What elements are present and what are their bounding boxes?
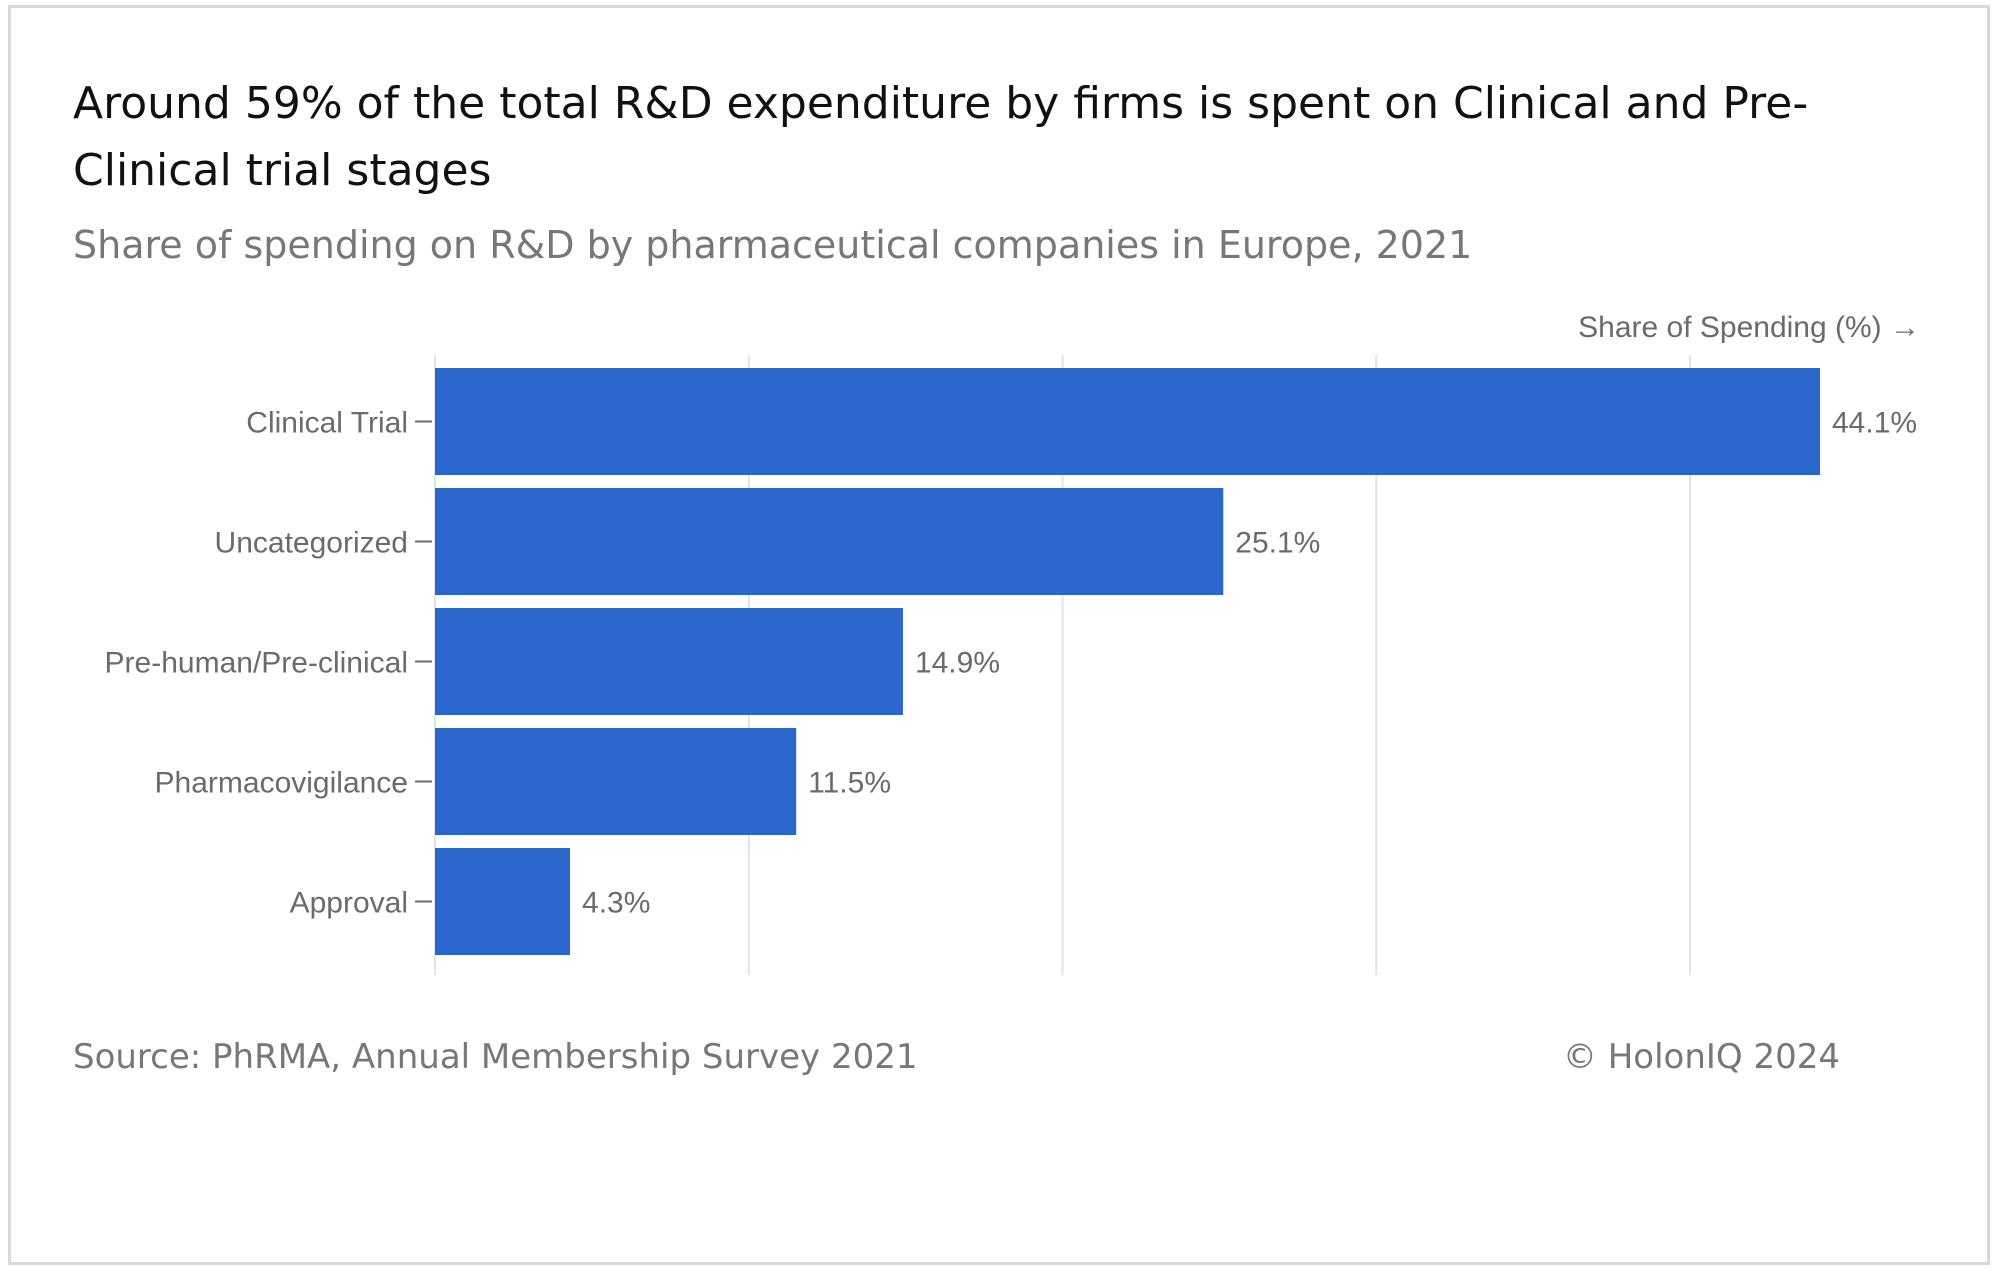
value-label-4: 4.3% (582, 887, 650, 920)
value-label-1: 25.1% (1235, 527, 1320, 560)
x-axis-title: Share of Spending (%) → (1578, 311, 1920, 344)
chart-title: Around 59% of the total R&D expenditure … (73, 78, 1809, 196)
bar-1[interactable] (435, 488, 1224, 595)
chart-card (8, 5, 1990, 1265)
bar-2[interactable] (435, 608, 903, 715)
bar-0[interactable] (435, 368, 1820, 475)
category-label-3: Pharmacovigilance (155, 767, 408, 800)
category-label-2: Pre-human/Pre-clinical (105, 647, 408, 680)
bar-3[interactable] (435, 728, 797, 835)
chart-subtitle: Share of spending on R&D by pharmaceutic… (73, 223, 1473, 267)
category-label-4: Approval (290, 887, 408, 920)
bar-4[interactable] (435, 848, 571, 955)
category-label-1: Uncategorized (215, 527, 408, 560)
copyright-note: © HolonIQ 2024 (1562, 1037, 1840, 1077)
value-label-2: 14.9% (915, 647, 1000, 680)
value-label-3: 11.5% (808, 767, 891, 800)
source-note: Source: PhRMA, Annual Membership Survey … (73, 1037, 918, 1077)
category-label-0: Clinical Trial (246, 407, 408, 440)
value-label-0: 44.1% (1832, 407, 1917, 440)
